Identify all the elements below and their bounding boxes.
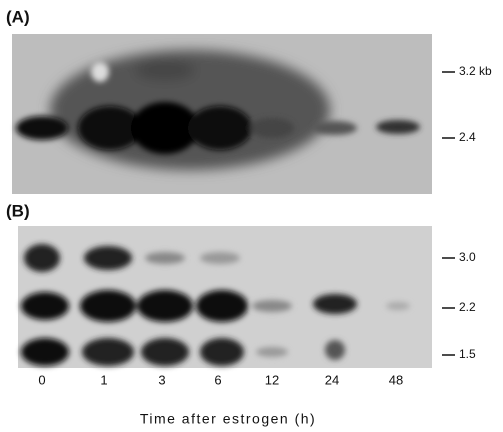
blot-b (18, 226, 432, 368)
lane-label: 3 (158, 372, 165, 387)
size-marker: 3.0 (459, 250, 476, 264)
size-marker: 3.2 kb (459, 64, 492, 78)
lane-label: 48 (389, 372, 403, 387)
lane-label: 24 (325, 372, 339, 387)
panel-label: (A) (6, 7, 30, 26)
blot-a (12, 34, 432, 194)
size-marker: 2.4 (459, 130, 476, 144)
panel-label: (B) (6, 201, 30, 220)
lane-label: 12 (265, 372, 279, 387)
lane-label: 6 (214, 372, 221, 387)
axis-title: Time after estrogen (h) (140, 411, 316, 427)
lane-label: 1 (100, 372, 107, 387)
size-marker: 2.2 (459, 300, 476, 314)
size-marker: 1.5 (459, 347, 476, 361)
lane-label: 0 (38, 372, 45, 387)
